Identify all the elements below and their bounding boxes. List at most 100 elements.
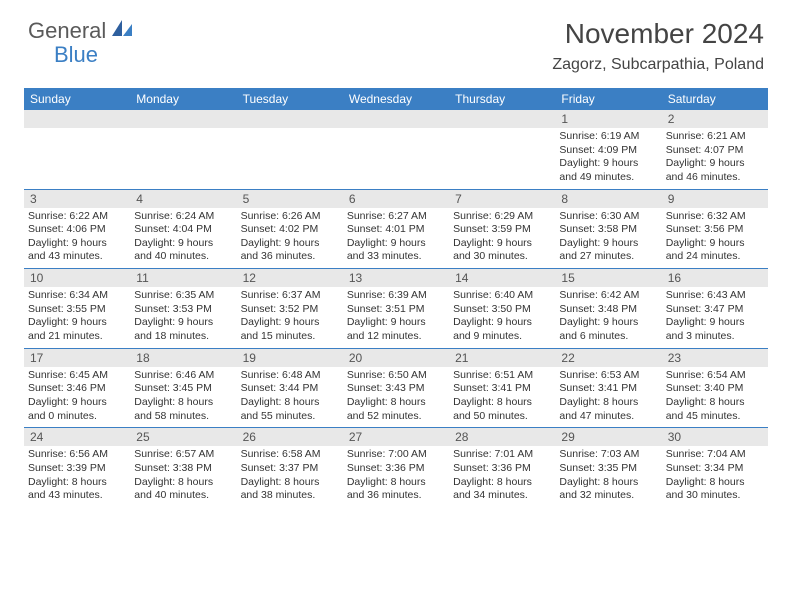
day-cell: 8Sunrise: 6:30 AMSunset: 3:58 PMDaylight… [555, 190, 661, 269]
day-cell: 20 Sunrise: 6:50 AMSunset: 3:43 PMDayligh… [343, 349, 449, 428]
sunrise-line: Sunrise: 6:27 AM [347, 210, 445, 224]
daylight-line-1: Daylight: 9 hours [559, 237, 657, 251]
daylight-line-2: and 36 minutes. [347, 489, 445, 503]
day-number: 5 [237, 190, 343, 208]
sunrise-line: Sunrise: 6:57 AM [134, 448, 232, 462]
daylight-line-2: and 0 minutes. [28, 410, 126, 424]
day-body: Sunrise: 6:35 AMSunset: 3:53 PMDaylight:… [130, 287, 236, 348]
daylight-line-2: and 40 minutes. [134, 489, 232, 503]
sunset-line: Sunset: 3:55 PM [28, 303, 126, 317]
day-number: 13 [343, 269, 449, 287]
sunset-line: Sunset: 4:09 PM [559, 144, 657, 158]
day-number: 17 [24, 349, 130, 367]
daylight-line-1: Daylight: 8 hours [453, 396, 551, 410]
day-body: Sunrise: 6:37 AMSunset: 3:52 PMDaylight:… [237, 287, 343, 348]
sunrise-line: Sunrise: 7:04 AM [666, 448, 764, 462]
weekday-wednesday: Wednesday [343, 88, 449, 110]
day-body: Sunrise: 6:27 AMSunset: 4:01 PMDaylight:… [343, 208, 449, 269]
daylight-line-2: and 34 minutes. [453, 489, 551, 503]
daylight-line-1: Daylight: 8 hours [666, 396, 764, 410]
day-number: 16 [662, 269, 768, 287]
daylight-line-1: Daylight: 9 hours [453, 316, 551, 330]
calendar: SundayMondayTuesdayWednesdayThursdayFrid… [24, 88, 768, 507]
sunrise-line: Sunrise: 6:29 AM [453, 210, 551, 224]
day-number [237, 110, 343, 128]
sunrise-line: Sunrise: 6:50 AM [347, 369, 445, 383]
daylight-line-1: Daylight: 8 hours [28, 476, 126, 490]
sunrise-line: Sunrise: 6:58 AM [241, 448, 339, 462]
day-cell: 16Sunrise: 6:43 AMSunset: 3:47 PMDayligh… [662, 269, 768, 348]
daylight-line-1: Daylight: 9 hours [559, 316, 657, 330]
day-body: Sunrise: 6:42 AMSunset: 3:48 PMDaylight:… [555, 287, 661, 348]
daylight-line-1: Daylight: 8 hours [666, 476, 764, 490]
daylight-line-1: Daylight: 9 hours [28, 316, 126, 330]
sunrise-line: Sunrise: 6:45 AM [28, 369, 126, 383]
day-number: 4 [130, 190, 236, 208]
day-body: Sunrise: 6:53 AMSunset: 3:41 PMDaylight:… [555, 367, 661, 428]
sunrise-line: Sunrise: 6:34 AM [28, 289, 126, 303]
sunset-line: Sunset: 3:45 PM [134, 382, 232, 396]
sunrise-line: Sunrise: 6:22 AM [28, 210, 126, 224]
daylight-line-2: and 15 minutes. [241, 330, 339, 344]
day-cell [449, 110, 555, 189]
daylight-line-2: and 38 minutes. [241, 489, 339, 503]
day-number: 20 [343, 349, 449, 367]
week-row: 24Sunrise: 6:56 AMSunset: 3:39 PMDayligh… [24, 427, 768, 507]
day-number: 29 [555, 428, 661, 446]
day-body: Sunrise: 6:40 AMSunset: 3:50 PMDaylight:… [449, 287, 555, 348]
day-number: 18 [130, 349, 236, 367]
day-number: 9 [662, 190, 768, 208]
sunrise-line: Sunrise: 6:24 AM [134, 210, 232, 224]
sunset-line: Sunset: 3:59 PM [453, 223, 551, 237]
daylight-line-1: Daylight: 9 hours [241, 237, 339, 251]
day-body: Sunrise: 6:34 AMSunset: 3:55 PMDaylight:… [24, 287, 130, 348]
weekday-sunday: Sunday [24, 88, 130, 110]
daylight-line-2: and 3 minutes. [666, 330, 764, 344]
daylight-line-2: and 55 minutes. [241, 410, 339, 424]
sunset-line: Sunset: 3:43 PM [347, 382, 445, 396]
day-number: 25 [130, 428, 236, 446]
sunrise-line: Sunrise: 7:03 AM [559, 448, 657, 462]
daylight-line-1: Daylight: 8 hours [347, 396, 445, 410]
day-body: Sunrise: 6:48 AMSunset: 3:44 PMDaylight:… [237, 367, 343, 428]
sunrise-line: Sunrise: 7:00 AM [347, 448, 445, 462]
day-cell: 6Sunrise: 6:27 AMSunset: 4:01 PMDaylight… [343, 190, 449, 269]
day-body: Sunrise: 6:46 AMSunset: 3:45 PMDaylight:… [130, 367, 236, 428]
daylight-line-1: Daylight: 9 hours [347, 237, 445, 251]
daylight-line-2: and 24 minutes. [666, 250, 764, 264]
sunset-line: Sunset: 3:46 PM [28, 382, 126, 396]
sunrise-line: Sunrise: 6:42 AM [559, 289, 657, 303]
day-cell: 14Sunrise: 6:40 AMSunset: 3:50 PMDayligh… [449, 269, 555, 348]
day-body [24, 128, 130, 134]
day-number: 22 [555, 349, 661, 367]
day-number [343, 110, 449, 128]
daylight-line-1: Daylight: 8 hours [134, 476, 232, 490]
daylight-line-1: Daylight: 9 hours [28, 237, 126, 251]
day-number: 10 [24, 269, 130, 287]
weekday-thursday: Thursday [449, 88, 555, 110]
day-cell [24, 110, 130, 189]
day-body: Sunrise: 6:22 AMSunset: 4:06 PMDaylight:… [24, 208, 130, 269]
daylight-line-1: Daylight: 9 hours [28, 396, 126, 410]
sunset-line: Sunset: 3:41 PM [453, 382, 551, 396]
weeks-container: 1Sunrise: 6:19 AMSunset: 4:09 PMDaylight… [24, 110, 768, 507]
daylight-line-2: and 47 minutes. [559, 410, 657, 424]
day-cell: 29Sunrise: 7:03 AMSunset: 3:35 PMDayligh… [555, 428, 661, 507]
day-cell [237, 110, 343, 189]
sunset-line: Sunset: 3:38 PM [134, 462, 232, 476]
day-body [343, 128, 449, 134]
day-cell: 25 Sunrise: 6:57 AMSunset: 3:38 PMDayligh… [130, 428, 236, 507]
day-number: 14 [449, 269, 555, 287]
day-number: 2 [662, 110, 768, 128]
sunset-line: Sunset: 3:52 PM [241, 303, 339, 317]
logo: General Blue [28, 18, 134, 44]
day-cell: 24Sunrise: 6:56 AMSunset: 3:39 PMDayligh… [24, 428, 130, 507]
day-number: 6 [343, 190, 449, 208]
day-body: Sunrise: 6:24 AMSunset: 4:04 PMDaylight:… [130, 208, 236, 269]
day-body: Sunrise: 6:45 AMSunset: 3:46 PMDaylight:… [24, 367, 130, 428]
day-number: 26 [237, 428, 343, 446]
day-number: 11 [130, 269, 236, 287]
title-block: November 2024 Zagorz, Subcarpathia, Pola… [552, 18, 764, 74]
sunrise-line: Sunrise: 6:54 AM [666, 369, 764, 383]
logo-text-blue: Blue [54, 42, 98, 68]
